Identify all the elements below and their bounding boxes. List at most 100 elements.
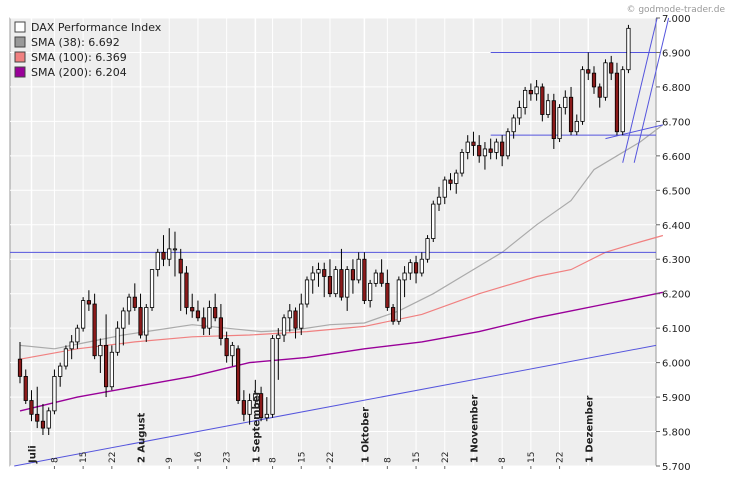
candle-down	[327, 276, 333, 295]
candle-down	[500, 141, 505, 157]
legend-label: SMA (100): 6.369	[31, 51, 127, 64]
candle-down	[614, 72, 620, 133]
candle-down	[201, 317, 206, 329]
legend-label: SMA (38): 6.692	[31, 36, 120, 49]
candle-down	[322, 269, 327, 277]
candle-down	[385, 282, 390, 308]
candle-up	[580, 69, 585, 122]
y-tick-label: 6.100	[662, 324, 691, 335]
x-tick-label: 22	[326, 452, 336, 463]
candle-up	[494, 141, 499, 153]
candle-up	[230, 344, 235, 357]
channel-line	[605, 124, 663, 140]
candle-down	[86, 300, 91, 305]
candle-up	[316, 269, 321, 274]
candle-up	[247, 400, 252, 415]
candle-down	[528, 89, 533, 95]
candle-down	[609, 62, 614, 74]
month-label: 1 Dezember	[584, 396, 595, 463]
candle-up	[276, 334, 281, 339]
candle-up	[425, 238, 430, 260]
candle-down	[218, 317, 223, 339]
legend-swatch	[14, 36, 26, 48]
candle-up	[333, 269, 338, 295]
candle-up	[442, 179, 447, 198]
candle-up	[149, 269, 155, 308]
candle-up	[46, 410, 51, 429]
candle-down	[224, 338, 229, 357]
candle-up	[270, 338, 275, 415]
candle-up	[310, 272, 315, 281]
legend-swatch	[14, 21, 26, 33]
candle-up	[253, 393, 258, 401]
credit-text: © godmode-trader.de	[626, 5, 725, 15]
candle-down	[40, 420, 46, 429]
y-tick-label: 6.400	[662, 221, 691, 232]
candle-down	[390, 307, 396, 322]
candle-up	[304, 279, 310, 305]
candle-down	[540, 86, 545, 115]
month-label: 2 August	[137, 412, 148, 463]
candle-up	[264, 413, 269, 419]
candle-up	[98, 344, 103, 357]
candle-up	[144, 307, 149, 336]
candle-down	[568, 96, 574, 133]
candle-up	[436, 196, 442, 205]
candle-up	[517, 107, 522, 119]
x-tick-label: 22	[108, 452, 118, 463]
candle-up	[299, 303, 304, 329]
candle-down	[190, 307, 195, 312]
candle-up	[563, 96, 568, 108]
channel-line	[633, 17, 670, 163]
candle-down	[471, 141, 476, 146]
candle-down	[92, 303, 97, 357]
candle-up	[281, 317, 287, 336]
month-label: 1 Oktober	[360, 407, 371, 463]
y-tick-label: 5.900	[662, 393, 691, 404]
legend-swatch	[14, 51, 26, 63]
x-tick-label: 22	[441, 452, 451, 463]
y-tick-label: 6.700	[662, 117, 691, 128]
candle-down	[138, 307, 143, 336]
candle-up	[545, 100, 551, 115]
legend-label: DAX Performance Index	[31, 21, 162, 34]
x-tick-label: 15	[412, 452, 422, 463]
candle-up	[465, 141, 470, 153]
legend-label: SMA (200): 6.204	[31, 66, 127, 79]
sma38-line	[19, 124, 664, 350]
x-tick-label: 23	[223, 452, 233, 463]
candle-down	[35, 413, 40, 422]
month-label: 1 September	[251, 390, 262, 463]
y-tick-label: 5.800	[662, 428, 691, 439]
candle-up	[172, 248, 178, 251]
month-label: 1 November	[469, 395, 480, 463]
candle-up	[115, 327, 120, 353]
plot-background	[9, 17, 657, 467]
candle-down	[448, 179, 453, 184]
candle-up	[63, 348, 69, 367]
candle-up	[207, 307, 212, 329]
candle-down	[379, 272, 384, 284]
candle-up	[356, 258, 361, 281]
candle-up	[419, 258, 424, 274]
candle-up	[75, 327, 80, 343]
x-tick-label: 8	[383, 457, 393, 463]
x-tick-label: 15	[79, 452, 89, 463]
x-tick-label: 8	[498, 457, 508, 463]
y-tick-label: 6.000	[662, 359, 691, 370]
candle-up	[459, 151, 465, 174]
candle-down	[477, 145, 482, 157]
y-tick-label: 6.300	[662, 255, 691, 266]
y-tick-label: 5.700	[662, 462, 691, 473]
candle-down	[184, 272, 189, 308]
candle-down	[29, 400, 34, 415]
candle-up	[408, 262, 413, 274]
channel-line	[622, 17, 658, 163]
candle-up	[58, 365, 63, 377]
candle-up	[396, 279, 401, 322]
x-tick-label: 15	[527, 452, 537, 463]
x-tick-label: 8	[269, 457, 279, 463]
candle-up	[109, 351, 114, 388]
candle-up	[534, 86, 539, 95]
